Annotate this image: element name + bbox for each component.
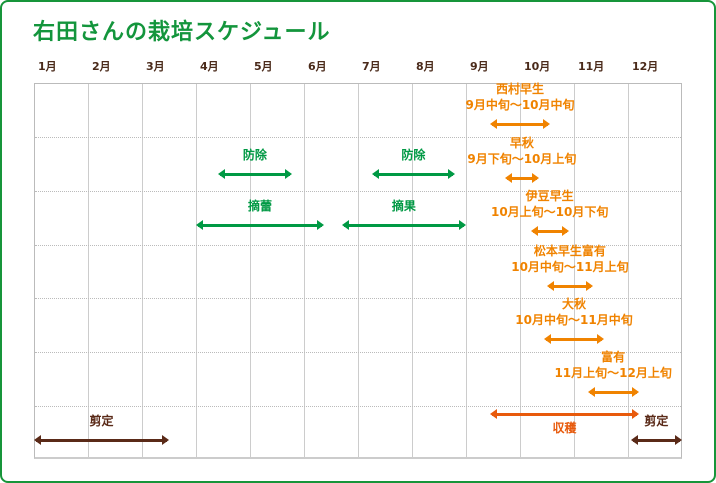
grid-line [628,84,629,457]
period-arrow [587,387,640,397]
item-name-label: 富有 [601,350,626,364]
period-arrow [490,409,639,419]
row-divider [35,352,681,353]
month-label: 11月 [578,60,605,73]
item-period-label: 9月中旬〜10月中旬 [465,98,575,112]
item-name-label: 剪定 [89,414,114,428]
grid-line [574,84,575,457]
item-name-label: 防除 [401,148,426,162]
month-label: 3月 [146,60,165,73]
page-title: 右田さんの栽培スケジュール [33,20,331,45]
item-period-label: 9月下旬〜10月上旬 [467,152,577,166]
grid-line [196,84,197,457]
month-label: 10月 [524,60,551,73]
row-divider [35,245,681,246]
grid-line [304,84,305,457]
month-label: 6月 [308,60,327,73]
item-name-label: 剪定 [644,414,669,428]
period-arrow [196,220,324,230]
month-label: 5月 [254,60,273,73]
month-label: 2月 [92,60,111,73]
schedule-grid [34,83,682,459]
month-label: 8月 [416,60,435,73]
month-label: 9月 [470,60,489,73]
month-label: 12月 [632,60,659,73]
month-label: 1月 [38,60,57,73]
grid-line [88,84,89,457]
period-arrow [341,220,467,230]
item-period-label: 10月上旬〜10月下旬 [490,205,609,219]
item-name-label: 摘蕾 [247,199,272,213]
period-arrow [371,169,455,179]
period-arrow [504,173,539,183]
grid-line [250,84,251,457]
item-name-label: 早秋 [509,136,534,150]
period-arrow [544,334,605,344]
item-name-label: 防除 [242,148,267,162]
row-divider [35,137,681,138]
row-divider [35,406,681,407]
month-label: 7月 [362,60,381,73]
grid-line [142,84,143,457]
item-name-label: 伊豆早生 [525,189,574,203]
month-label: 4月 [200,60,219,73]
grid-line [466,84,467,457]
period-arrow [530,226,569,236]
row-divider [35,191,681,192]
item-name-label: 摘果 [391,199,416,213]
item-period-label: 10月中旬〜11月中旬 [515,313,633,327]
item-name-label: 松本早生富有 [533,244,606,258]
period-arrow [217,169,292,179]
grid-line [412,84,413,457]
period-arrow [547,281,593,291]
grid-line [520,84,521,457]
item-period-label: 10月中旬〜11月上旬 [511,260,629,274]
item-name-label: 収穫 [552,421,577,435]
grid-line [358,84,359,457]
item-name-label: 大秋 [561,297,587,311]
period-arrow [630,435,683,445]
item-name-label: 西村早生 [495,82,545,96]
item-period-label: 11月上旬〜12月上旬 [554,366,672,380]
row-divider [35,298,681,299]
period-arrow [34,435,169,445]
period-arrow [490,119,551,129]
